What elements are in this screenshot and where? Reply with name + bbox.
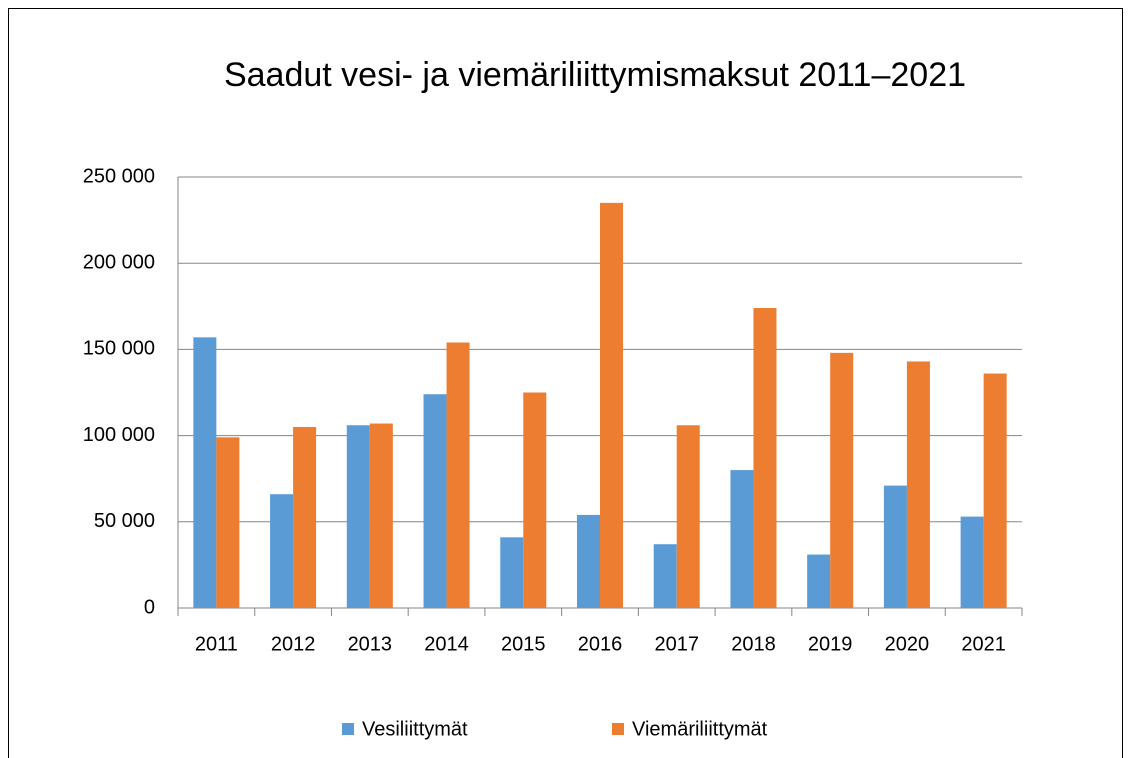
bar <box>653 544 677 608</box>
x-tick-label: 2018 <box>731 633 776 655</box>
bar <box>600 202 624 609</box>
bar <box>193 337 217 608</box>
y-tick-label: 200 000 <box>83 251 155 273</box>
y-tick-label: 0 <box>144 596 155 618</box>
bar <box>906 361 930 608</box>
x-tick-label: 2020 <box>885 633 930 655</box>
x-tick-label: 2016 <box>578 633 623 655</box>
bar <box>270 494 294 608</box>
x-tick-label: 2015 <box>501 633 546 655</box>
bar <box>293 426 317 608</box>
chart-border <box>8 8 1123 758</box>
x-tick-label: 2017 <box>654 633 699 655</box>
legend-label: Vesiliittymät <box>362 718 468 740</box>
bar <box>676 425 700 608</box>
bar <box>446 342 470 608</box>
bar <box>753 308 777 608</box>
legend-swatch <box>612 723 624 735</box>
x-tick-label: 2021 <box>961 633 1006 655</box>
x-tick-label: 2014 <box>424 633 469 655</box>
bar <box>423 394 447 608</box>
bar <box>807 554 831 608</box>
chart-title: Saadut vesi- ja viemäriliittymismaksut 2… <box>224 56 966 94</box>
y-tick-label: 150 000 <box>83 338 155 360</box>
x-tick-label: 2013 <box>348 633 393 655</box>
y-tick-label: 50 000 <box>94 510 155 532</box>
y-tick-label: 250 000 <box>83 165 155 187</box>
x-tick-label: 2011 <box>195 633 238 655</box>
bar <box>883 485 907 608</box>
bar <box>983 373 1007 608</box>
x-tick-label: 2012 <box>271 633 316 655</box>
bar <box>730 470 754 608</box>
bar <box>830 352 854 608</box>
legend-swatch <box>342 723 354 735</box>
legend-label: Viemäriliittymät <box>632 718 768 740</box>
bar <box>576 514 600 608</box>
x-tick-label: 2019 <box>808 633 853 655</box>
bar <box>346 425 370 608</box>
bar <box>369 423 393 608</box>
bar <box>216 437 240 608</box>
y-tick-label: 100 000 <box>83 424 155 446</box>
bar <box>500 537 524 608</box>
bar <box>960 516 984 608</box>
bar <box>523 392 547 608</box>
